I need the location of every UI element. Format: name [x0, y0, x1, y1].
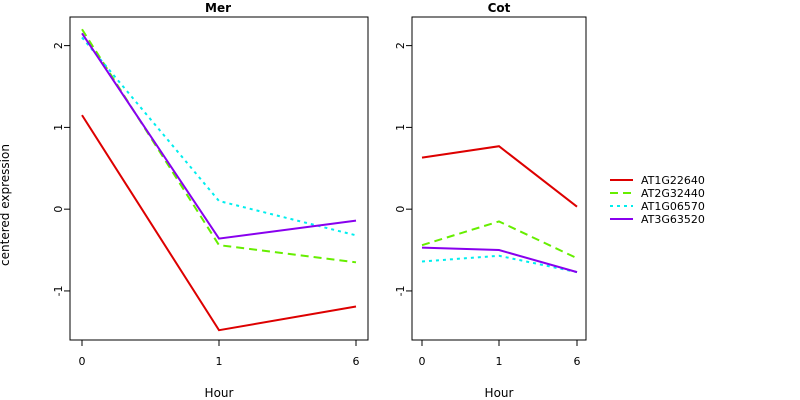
- y-tick-label-mer-1: 1: [52, 124, 65, 131]
- panel-title-mer: Mer: [205, 1, 231, 15]
- plot-frame-cot: [411, 16, 587, 341]
- y-tick-label-mer-2: 2: [52, 42, 65, 49]
- panel-cot: Cot Hour -1 0 1 2 0 1 6: [394, 1, 587, 400]
- series-line-cot-at3g63520: [421, 246, 578, 274]
- panel-title-cot: Cot: [488, 1, 511, 15]
- plot-frame-mer: [69, 16, 369, 341]
- series-line-cot-at1g06570: [421, 254, 578, 274]
- y-tick-label-cot-0: 0: [394, 206, 407, 213]
- x-tick-label-cot-6: 6: [574, 355, 581, 368]
- x-tick-label-mer-6: 6: [353, 355, 360, 368]
- legend-label-at1g22640: AT1G22640: [641, 174, 705, 187]
- y-tick-label-cot--1: -1: [394, 285, 407, 296]
- x-tick-label-mer-0: 0: [79, 355, 86, 368]
- panel-mer: Mer Hour -1 0 1 2 0 1 6: [52, 1, 369, 400]
- series-line-cot-at2g32440: [421, 220, 578, 260]
- x-axis-title-cot: Hour: [485, 386, 514, 400]
- x-axis-title-mer: Hour: [205, 386, 234, 400]
- legend-label-at1g06570: AT1G06570: [641, 200, 705, 213]
- y-tick-label-mer--1: -1: [52, 285, 65, 296]
- x-tick-label-cot-0: 0: [419, 355, 426, 368]
- y-axis-title: centered expression: [0, 144, 12, 266]
- series-line-mer-at2g32440: [81, 28, 357, 264]
- series-line-cot-at1g22640: [421, 145, 578, 208]
- series-line-mer-at1g06570: [81, 36, 357, 237]
- series-line-mer-at3g63520: [81, 32, 357, 240]
- x-tick-label-cot-1: 1: [496, 355, 503, 368]
- y-tick-label-mer-0: 0: [52, 206, 65, 213]
- series-line-mer-at1g22640: [81, 114, 357, 332]
- y-tick-label-cot-2: 2: [394, 42, 407, 49]
- y-tick-label-cot-1: 1: [394, 124, 407, 131]
- legend-label-at2g32440: AT2G32440: [641, 187, 705, 200]
- x-tick-label-mer-1: 1: [216, 355, 223, 368]
- legend-label-at3g63520: AT3G63520: [641, 213, 705, 226]
